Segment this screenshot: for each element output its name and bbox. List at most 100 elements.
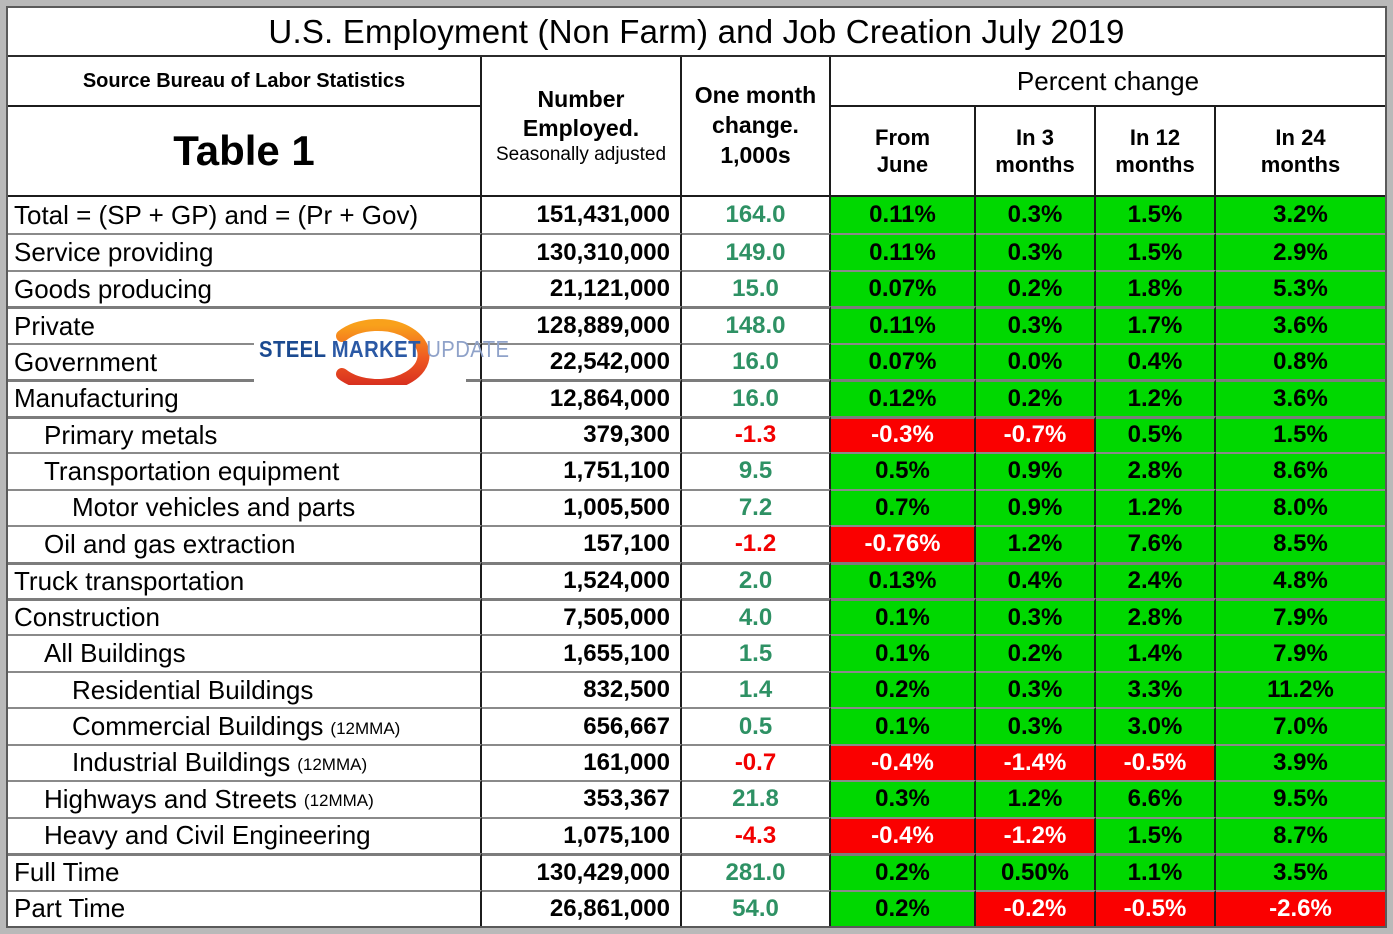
- one-month-change-value: 16.0: [682, 342, 831, 380]
- pct-from-june: 0.7%: [831, 488, 976, 526]
- pct-in-3-months: 1.2%: [976, 525, 1096, 562]
- pct-in-12-months: 2.8%: [1096, 452, 1216, 489]
- pct-in-24-months: 3.6%: [1216, 306, 1385, 343]
- employed-value: 1,751,100: [482, 452, 682, 489]
- one-month-change-value: 21.8: [682, 780, 831, 817]
- col-header-in-3-months: In 3 months: [976, 107, 1096, 195]
- employed-value: 1,524,000: [482, 561, 682, 598]
- pct-in-3-months: -1.4%: [976, 743, 1096, 781]
- col-header-percent-change: Percent change: [831, 57, 1385, 107]
- employed-value: 353,367: [482, 780, 682, 817]
- row-label: Goods producing: [8, 269, 482, 307]
- row-label-text: Transportation equipment: [44, 455, 340, 486]
- pct-from-june: 0.12%: [831, 379, 976, 416]
- pct-from-june: -0.76%: [831, 525, 976, 562]
- pct-in-24-months: 7.0%: [1216, 707, 1385, 744]
- pct-in-24-months: 0.8%: [1216, 342, 1385, 380]
- row-label: Primary metals: [8, 415, 482, 453]
- row-label-text: Motor vehicles and parts: [72, 492, 356, 523]
- pct-in-12-months: -0.5%: [1096, 743, 1216, 781]
- pct-in-12-months: 2.8%: [1096, 597, 1216, 635]
- employed-value: 26,861,000: [482, 889, 682, 926]
- row-label: Construction: [8, 597, 482, 635]
- one-month-change-value: -0.7: [682, 743, 831, 781]
- employed-value: 832,500: [482, 670, 682, 708]
- table-body: Total = (SP + GP) and = (Pr + Gov) 151,43…: [8, 197, 1385, 926]
- pct-in-3-months: -0.7%: [976, 415, 1096, 453]
- pct-in-12-months: 0.4%: [1096, 342, 1216, 380]
- pct-in-12-months: 3.0%: [1096, 707, 1216, 744]
- pct-in-24-months: 7.9%: [1216, 634, 1385, 671]
- one-month-change-value: 149.0: [682, 233, 831, 270]
- pct-in-3-months: -0.2%: [976, 889, 1096, 926]
- pct-in-24-months: 9.5%: [1216, 780, 1385, 817]
- pct-from-june: 0.07%: [831, 269, 976, 307]
- one-month-change-value: 2.0: [682, 561, 831, 598]
- logo-word-update: UPDATE: [426, 335, 510, 362]
- pct-in-24-months: 11.2%: [1216, 670, 1385, 708]
- pct-in-3-months: 0.9%: [976, 452, 1096, 489]
- row-label-suffix: (12MMA): [297, 754, 368, 774]
- pct-in-12-months: 1.2%: [1096, 488, 1216, 526]
- row-label: Residential Buildings: [8, 670, 482, 708]
- employed-value: 1,075,100: [482, 816, 682, 854]
- col-header-from-june-text: From June: [875, 124, 930, 178]
- row-label-text: Industrial Buildings: [72, 747, 291, 778]
- pct-in-12-months: 7.6%: [1096, 525, 1216, 562]
- col-header-one-month-line1: One month: [694, 82, 817, 109]
- row-label-text: Goods producing: [14, 273, 213, 304]
- row-label-text: Oil and gas extraction: [44, 528, 296, 559]
- pct-from-june: 0.07%: [831, 342, 976, 380]
- row-label: Industrial Buildings (12MMA): [8, 743, 482, 781]
- pct-in-24-months: 1.5%: [1216, 415, 1385, 453]
- one-month-change-value: -1.2: [682, 525, 831, 562]
- col-header-seasonally-adjusted: Seasonally adjusted: [495, 143, 667, 165]
- pct-from-june: 0.13%: [831, 561, 976, 598]
- pct-in-24-months: -2.6%: [1216, 889, 1385, 926]
- one-month-change-value: 164.0: [682, 197, 831, 234]
- col-header-in-3-months-text: In 3 months: [995, 124, 1075, 178]
- pct-in-24-months: 7.9%: [1216, 597, 1385, 635]
- pct-from-june: 0.11%: [831, 233, 976, 270]
- pct-in-12-months: 3.3%: [1096, 670, 1216, 708]
- row-label-text: Construction: [14, 602, 160, 633]
- pct-in-12-months: 1.1%: [1096, 853, 1216, 890]
- row-label-text: Commercial Buildings: [72, 711, 324, 742]
- employed-value: 7,505,000: [482, 597, 682, 635]
- pct-in-24-months: 3.5%: [1216, 853, 1385, 890]
- row-label-text: Highways and Streets: [44, 783, 297, 814]
- pct-from-june: 0.11%: [831, 197, 976, 234]
- row-label-text: Total = (SP + GP) and = (Pr + Gov): [14, 199, 419, 230]
- employed-value: 161,000: [482, 743, 682, 781]
- pct-in-3-months: 0.50%: [976, 853, 1096, 890]
- pct-in-24-months: 8.5%: [1216, 525, 1385, 562]
- pct-in-24-months: 3.6%: [1216, 379, 1385, 416]
- logo-word-market: MARKET: [331, 335, 421, 362]
- row-label: Transportation equipment: [8, 452, 482, 489]
- pct-in-12-months: -0.5%: [1096, 889, 1216, 926]
- row-label: Total = (SP + GP) and = (Pr + Gov): [8, 197, 482, 234]
- col-header-number-employed-line1: Number: [537, 86, 625, 113]
- col-header-one-month-line3: 1,000s: [720, 141, 791, 168]
- pct-in-3-months: 0.3%: [976, 233, 1096, 270]
- row-label: Oil and gas extraction: [8, 525, 482, 562]
- row-label: Service providing: [8, 233, 482, 270]
- row-label-suffix: (12MMA): [330, 718, 401, 738]
- pct-in-3-months: 0.3%: [976, 597, 1096, 635]
- row-label: All Buildings: [8, 634, 482, 671]
- one-month-change-value: 148.0: [682, 306, 831, 343]
- one-month-change-value: 16.0: [682, 379, 831, 416]
- pct-in-24-months: 4.8%: [1216, 561, 1385, 598]
- pct-in-24-months: 5.3%: [1216, 269, 1385, 307]
- col-header-number-employed: Number Employed. Seasonally adjusted: [482, 57, 682, 195]
- one-month-change-value: 1.5: [682, 634, 831, 671]
- table-number-label: Table 1: [8, 107, 482, 195]
- pct-in-12-months: 1.5%: [1096, 197, 1216, 234]
- pct-from-june: 0.5%: [831, 452, 976, 489]
- row-label-text: Residential Buildings: [72, 674, 314, 705]
- pct-in-12-months: 1.4%: [1096, 634, 1216, 671]
- logo-crescent-icon: [336, 319, 430, 385]
- row-label: Motor vehicles and parts: [8, 488, 482, 526]
- pct-in-24-months: 8.7%: [1216, 816, 1385, 854]
- pct-from-june: -0.4%: [831, 816, 976, 854]
